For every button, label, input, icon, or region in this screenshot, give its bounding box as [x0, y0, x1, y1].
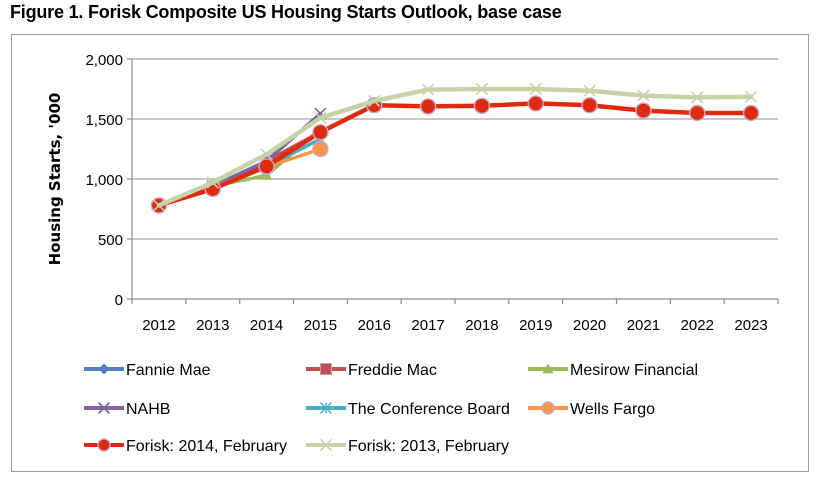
legend-label: Forisk: 2014, February: [126, 438, 287, 455]
legend-item: Freddie Mac: [306, 362, 437, 379]
figure-title: Figure 1. Forisk Composite US Housing St…: [10, 2, 562, 22]
series-line: [156, 86, 754, 208]
legend-label: Mesirow Financial: [570, 362, 698, 379]
data-point-marker: [581, 96, 598, 114]
x-tick-label: 2016: [358, 317, 391, 334]
data-point-marker: [637, 89, 650, 102]
data-point-marker: [312, 140, 329, 158]
legend: Fannie Mae Freddie Mac Mesirow Financial NA…: [84, 362, 698, 455]
series-forisk-2014-february: [150, 95, 760, 214]
data-point-marker: [206, 176, 219, 189]
data-point-marker: [319, 438, 333, 452]
data-point-marker: [527, 95, 544, 112]
series-group: [150, 82, 760, 214]
legend-label: NAHB: [126, 401, 170, 418]
data-point-marker: [97, 438, 111, 452]
legend-label: Forisk: 2013, February: [348, 438, 509, 455]
data-point-marker: [258, 158, 275, 175]
x-tick-label: 2014: [250, 317, 283, 334]
y-tick-label: 1,000: [85, 172, 123, 189]
data-point-marker: [320, 363, 332, 375]
legend-item: Forisk: 2013, February: [306, 438, 509, 455]
y-axis-label: Housing Starts, '000: [46, 93, 64, 266]
x-tick-label: 2018: [465, 317, 498, 334]
data-point-marker: [635, 102, 652, 119]
legend-item: Wells Fargo: [528, 401, 655, 418]
data-point-marker: [368, 94, 381, 108]
x-tick-label: 2020: [573, 317, 606, 334]
y-tick-label: 0: [115, 292, 123, 309]
legend-label: Wells Fargo: [570, 401, 655, 418]
data-point-marker: [541, 401, 555, 415]
x-tick-label: 2023: [734, 317, 767, 334]
data-point-marker: [475, 82, 488, 96]
legend-label: Fannie Mae: [126, 362, 211, 379]
legend-item: Mesirow Financial: [528, 362, 698, 379]
legend-label: Freddie Mac: [348, 362, 437, 379]
legend-item: NAHB: [84, 401, 170, 418]
y-tick-labels: 0 500 1,000 1,500 2,000: [85, 52, 123, 309]
data-point-marker: [473, 97, 491, 115]
x-tick-label: 2017: [411, 317, 444, 334]
data-point-marker: [742, 104, 760, 122]
axes: [127, 58, 779, 304]
data-point-marker: [542, 363, 554, 374]
y-tick-label: 500: [98, 232, 123, 249]
series-line: [157, 111, 323, 208]
data-point-marker: [583, 84, 596, 97]
legend-item: Fannie Mae: [84, 362, 211, 379]
data-point-marker: [97, 401, 111, 415]
data-point-marker: [689, 104, 706, 122]
data-point-marker: [312, 123, 329, 141]
series-line: [156, 101, 754, 208]
data-point-marker: [745, 90, 758, 103]
x-tick-label: 2015: [304, 317, 337, 334]
series-forisk-2013-february: [152, 82, 758, 212]
x-tick-label: 2021: [627, 317, 660, 334]
x-tick-label: 2019: [519, 317, 552, 334]
y-tick-label: 2,000: [85, 52, 123, 69]
data-point-marker: [419, 98, 437, 115]
x-tick-label: 2022: [681, 317, 714, 334]
chart-frame: [11, 34, 809, 472]
data-point-marker: [320, 402, 332, 414]
data-point-marker: [260, 148, 273, 161]
gridlines: [132, 58, 778, 240]
legend-item: Forisk: 2014, February: [84, 438, 287, 455]
data-point-marker: [314, 111, 327, 124]
x-tick-label: 2013: [196, 317, 229, 334]
y-tick-label: 1,500: [85, 112, 123, 129]
legend-label: The Conference Board: [348, 401, 510, 418]
x-tick-labels: 2012 2013 2014 2015 2016 2017 2018 2019 2020 2021…: [142, 317, 768, 334]
data-point-marker: [152, 199, 165, 212]
x-tick-label: 2012: [142, 317, 175, 334]
data-point-marker: [422, 83, 435, 96]
data-point-marker: [98, 363, 110, 375]
data-point-marker: [529, 82, 542, 96]
data-point-marker: [691, 91, 704, 104]
legend-item: The Conference Board: [306, 401, 510, 418]
